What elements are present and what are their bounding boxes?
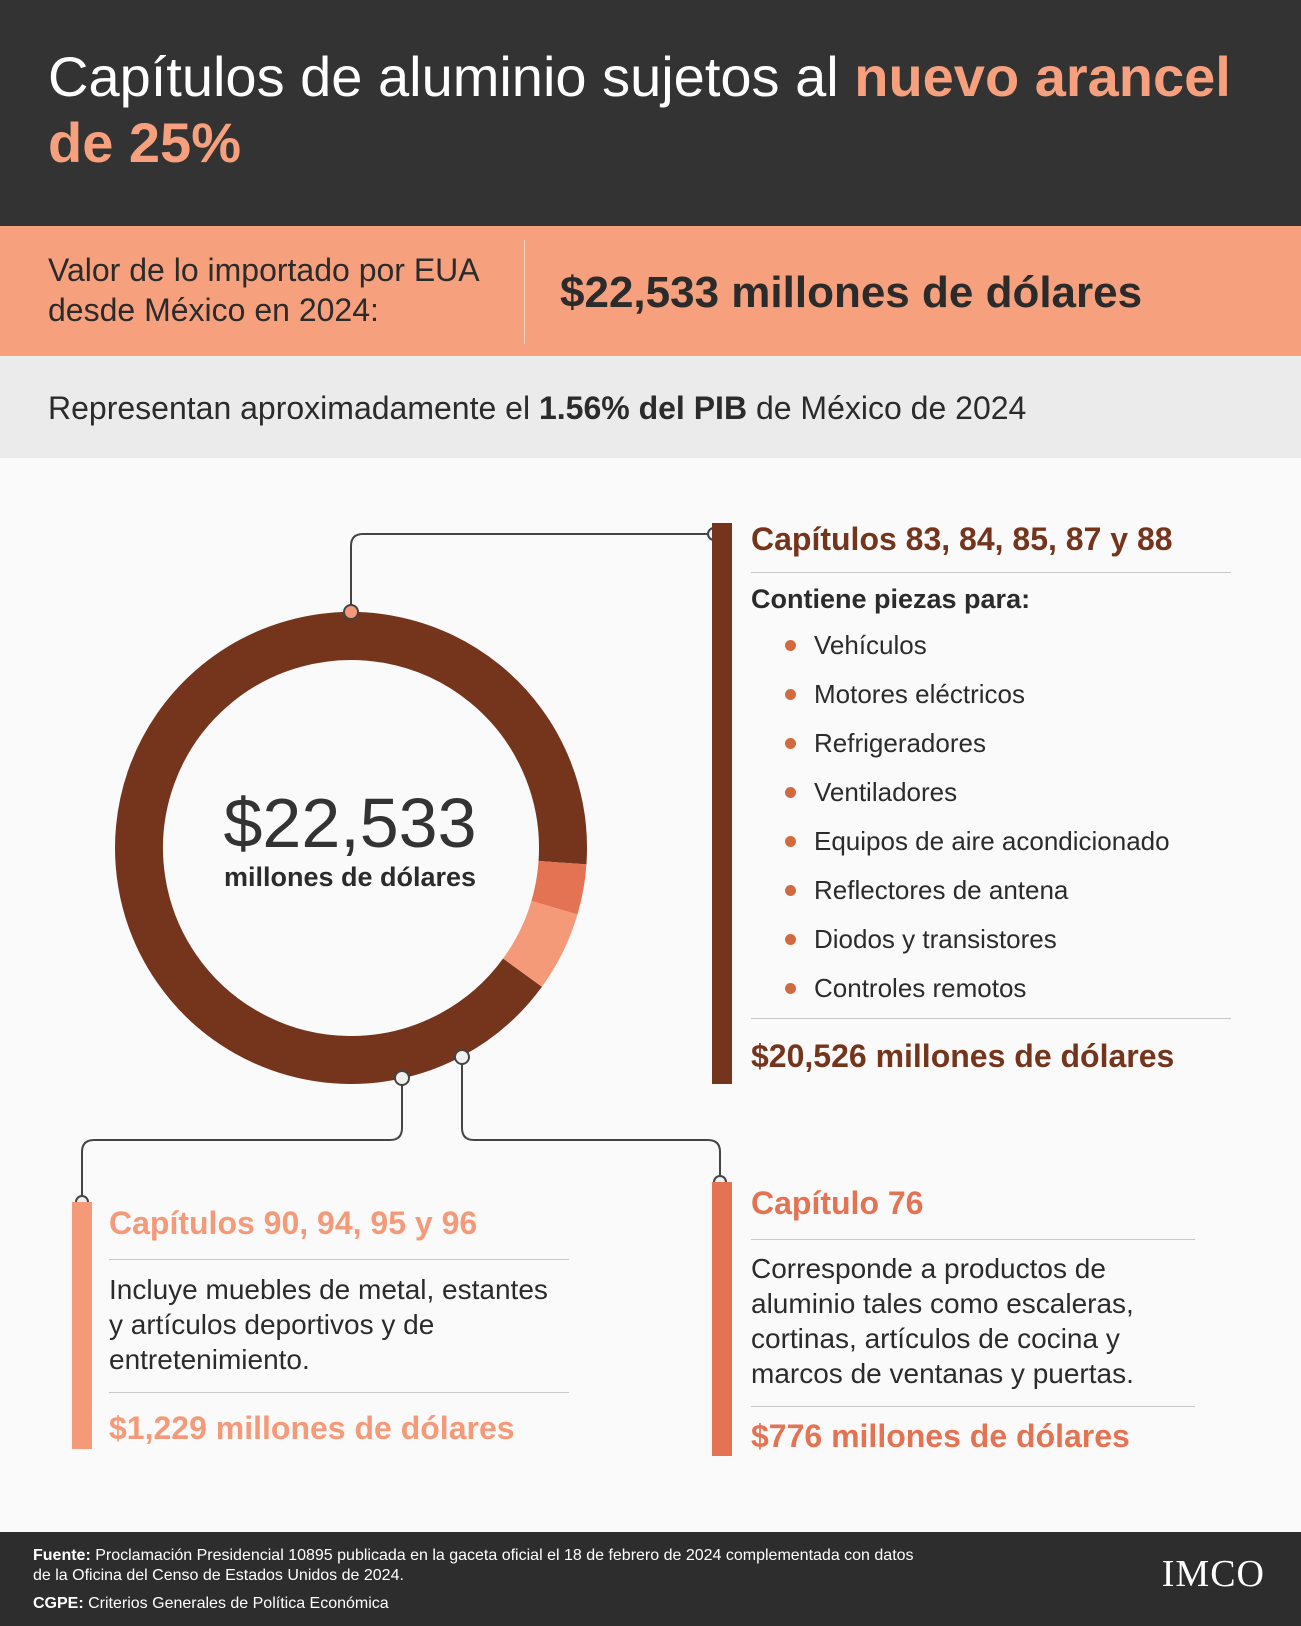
bullet-icon (785, 836, 796, 847)
group-a-title: Capítulos 83, 84, 85, 87 y 88 (751, 521, 1173, 557)
bullet-icon (785, 640, 796, 651)
group-b-rule-bottom (109, 1392, 569, 1393)
dot-donut-c (454, 1049, 470, 1065)
group-b-description: Incluye muebles de metal, estantes y art… (109, 1274, 548, 1375)
group-a-list: Vehículos Motores eléctricos Refrigerado… (785, 630, 1245, 1022)
footer-source-text: Proclamación Presidencial 10895 publicad… (90, 1547, 914, 1564)
import-band (0, 226, 1301, 356)
group-c-title: Capítulo 76 (751, 1185, 924, 1221)
group-a-intro: Contiene piezas para: (751, 584, 1031, 614)
donut-center: $22,533 millones de dólares (160, 785, 540, 893)
donut-center-value: $22,533 (223, 784, 477, 862)
donut-slice (531, 860, 587, 915)
list-item-label: Equipos de aire acondicionado (814, 826, 1170, 856)
connector-group-a (350, 533, 714, 612)
footer-cgpe-text: Criterios Generales de Política Económic… (83, 1595, 389, 1612)
bullet-icon (785, 983, 796, 994)
footer-source-line1: Fuente: Proclamación Presidencial 10895 … (33, 1546, 914, 1566)
bullet-icon (785, 885, 796, 896)
imco-logo: IMCO (1161, 1553, 1265, 1595)
import-label: Valor de lo importado por EUA desde Méxi… (48, 252, 478, 328)
dot-donut-a (343, 604, 359, 620)
title-plain: Capítulos de aluminio sujetos al (48, 45, 855, 108)
donut-slices (115, 612, 587, 1084)
group-c-rule-bottom (751, 1406, 1195, 1407)
connector-lines (81, 533, 721, 1202)
list-item-label: Refrigeradores (814, 728, 986, 758)
list-item: Diodos y transistores (785, 924, 1245, 973)
gdp-prefix: Representan aproximadamente el (48, 390, 539, 426)
bullet-icon (785, 934, 796, 945)
footer-source-label: Fuente: (33, 1547, 91, 1564)
list-item-label: Vehículos (814, 630, 927, 660)
footer: Fuente: Proclamación Presidencial 10895 … (0, 1532, 1301, 1626)
list-item: Reflectores de antena (785, 875, 1245, 924)
list-item: Equipos de aire acondicionado (785, 826, 1245, 875)
bullet-icon (785, 689, 796, 700)
page-title: Capítulos de aluminio sujetos al nuevo a… (48, 44, 1248, 176)
group-c-description: Corresponde a productos de aluminio tale… (751, 1253, 1134, 1389)
group-b-title: Capítulos 90, 94, 95 y 96 (109, 1205, 478, 1241)
dot-donut-b (394, 1070, 410, 1086)
list-item-label: Reflectores de antena (814, 875, 1069, 905)
group-b-rule-top (109, 1259, 569, 1260)
list-item: Controles remotos (785, 973, 1245, 1022)
header-band (0, 0, 1301, 226)
group-b-amount: $1,229 millones de dólares (109, 1410, 515, 1446)
group-c-rule-top (751, 1239, 1195, 1240)
donut-center-unit: millones de dólares (223, 862, 477, 892)
title-highlight: nuevo arancel de 25% (48, 45, 1231, 174)
donut-slice (502, 900, 578, 987)
list-item: Ventiladores (785, 777, 1245, 826)
gdp-band (0, 356, 1301, 458)
gdp-suffix: de México de 2024 (747, 390, 1027, 426)
footer-cgpe: CGPE: Criterios Generales de Política Ec… (33, 1594, 389, 1614)
list-item-label: Diodos y transistores (814, 924, 1057, 954)
list-item: Vehículos (785, 630, 1245, 679)
group-a-amount: $20,526 millones de dólares (751, 1038, 1175, 1074)
footer-cgpe-label: CGPE: (33, 1595, 84, 1612)
list-item: Motores eléctricos (785, 679, 1245, 728)
bullet-icon (785, 787, 796, 798)
list-item: Refrigeradores (785, 728, 1245, 777)
group-b-bar (72, 1202, 92, 1449)
footer-source-line2: de la Oficina del Censo de Estados Unido… (33, 1567, 404, 1584)
connector-group-c (461, 1057, 721, 1182)
group-a-rule-bottom (751, 1018, 1231, 1019)
import-value: $22,533 millones de dólares (560, 268, 1143, 317)
group-c-amount: $776 millones de dólares (751, 1418, 1130, 1454)
gdp-text: Representan aproximadamente el 1.56% del… (48, 388, 1026, 428)
connector-group-b (81, 1078, 403, 1202)
group-a-bar (712, 523, 732, 1084)
list-item-label: Motores eléctricos (814, 679, 1025, 709)
group-c-bar (712, 1182, 732, 1456)
donut-slice (115, 612, 587, 1084)
group-a-rule-top (751, 572, 1231, 573)
gdp-bold: 1.56% del PIB (538, 390, 748, 426)
list-item-label: Controles remotos (814, 973, 1027, 1003)
list-item-label: Ventiladores (814, 777, 958, 807)
band-divider (524, 240, 525, 344)
bullet-icon (785, 738, 796, 749)
